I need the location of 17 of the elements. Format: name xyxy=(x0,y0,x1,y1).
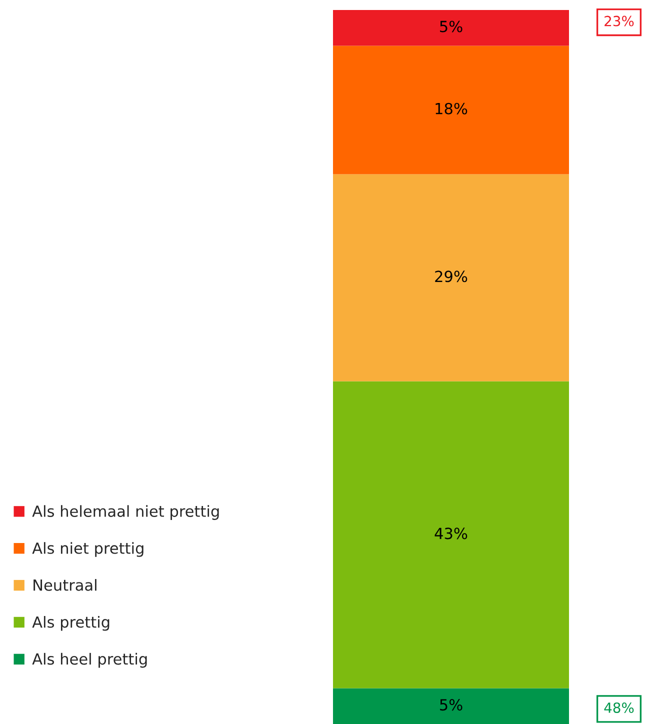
bar xyxy=(333,174,569,382)
legend-label: Neutraal xyxy=(34,579,96,591)
legend-label: Als niet prettig xyxy=(32,542,144,557)
data-label: 5% xyxy=(440,699,462,711)
data-label: 18% xyxy=(436,102,468,114)
text: 48% xyxy=(604,702,634,713)
data-label: 29% xyxy=(435,270,468,282)
legend-label: Als helemaal niet prettig xyxy=(32,505,219,520)
bar xyxy=(333,688,569,724)
bar xyxy=(333,10,569,46)
bar xyxy=(333,46,569,174)
bar xyxy=(333,381,569,688)
data-label: 43% xyxy=(434,528,468,540)
legend-label: Als heel prettig xyxy=(32,652,147,668)
text: 23% xyxy=(604,16,634,26)
legend-label: Als prettig xyxy=(32,616,110,631)
data-label: 5% xyxy=(440,20,462,32)
